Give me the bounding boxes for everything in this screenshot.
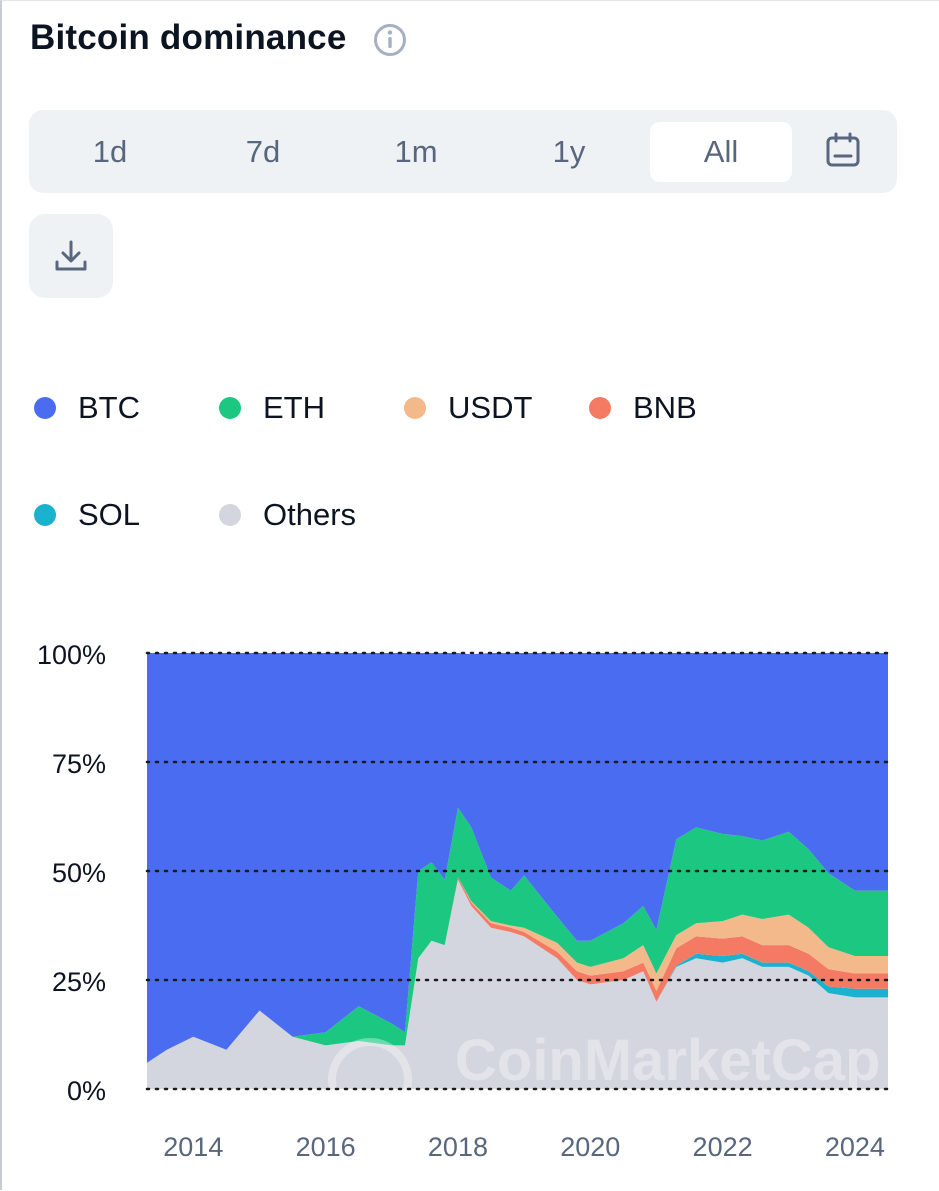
range-7d-button[interactable]: 7d [245, 134, 281, 169]
legend-bnb-dot [589, 397, 611, 419]
legend-usdt-label: USDT [448, 390, 533, 425]
legend-btc[interactable]: BTC [34, 390, 140, 426]
x-tick-label: 2018 [428, 1132, 488, 1162]
dominance-chart: CoinMarketCap 0% 25% 50% 75% 100% 2014 2016 2018… [37, 640, 890, 1162]
y-tick-label: 100% [37, 640, 106, 670]
legend-bnb[interactable]: BNB [589, 390, 697, 426]
area-btc [147, 653, 888, 1063]
x-tick-label: 2016 [296, 1132, 356, 1162]
legend-usdt[interactable]: USDT [404, 390, 532, 426]
legend-others-label: Others [263, 497, 357, 532]
area-eth [147, 807, 888, 1063]
legend-eth-dot [219, 397, 241, 419]
legend-sol[interactable]: SOL [34, 497, 140, 533]
header: Bitcoin dominance [30, 18, 407, 58]
y-tick-label: 75% [52, 749, 106, 779]
legend-sol-dot [34, 504, 56, 526]
x-tick-label: 2020 [560, 1132, 620, 1162]
x-tick-label: 2022 [693, 1132, 753, 1162]
legend-btc-dot [34, 397, 56, 419]
watermark-logo-icon [328, 1038, 412, 1122]
area-others [147, 879, 888, 1089]
watermark-text: CoinMarketCap [455, 1028, 880, 1093]
legend-usdt-dot [404, 397, 426, 419]
legend-eth-label: ETH [263, 390, 325, 425]
legend-sol-label: SOL [78, 497, 141, 532]
area-usdt [147, 877, 888, 1063]
legend-eth[interactable]: ETH [219, 390, 325, 426]
range-all-button[interactable]: All [650, 122, 792, 182]
range-1m-button[interactable]: 1m [394, 134, 438, 169]
calendar-icon[interactable] [825, 132, 861, 168]
range-1y-button[interactable]: 1y [552, 134, 586, 169]
download-icon [55, 240, 87, 271]
y-tick-label: 50% [52, 858, 106, 888]
time-range-selector: 1d 7d 1m 1y All [29, 110, 897, 193]
legend-btc-label: BTC [78, 390, 140, 425]
y-tick-label: 0% [67, 1076, 106, 1106]
range-1d-button[interactable]: 1d [92, 134, 128, 169]
x-tick-label: 2024 [825, 1132, 885, 1162]
download-button[interactable] [29, 214, 113, 298]
legend-others[interactable]: Others [219, 497, 356, 533]
legend-others-dot [219, 504, 241, 526]
info-icon[interactable] [373, 23, 407, 57]
y-tick-label: 25% [52, 967, 106, 997]
legend-bnb-label: BNB [633, 390, 697, 425]
page-title: Bitcoin dominance [30, 18, 347, 57]
x-tick-label: 2014 [163, 1132, 223, 1162]
